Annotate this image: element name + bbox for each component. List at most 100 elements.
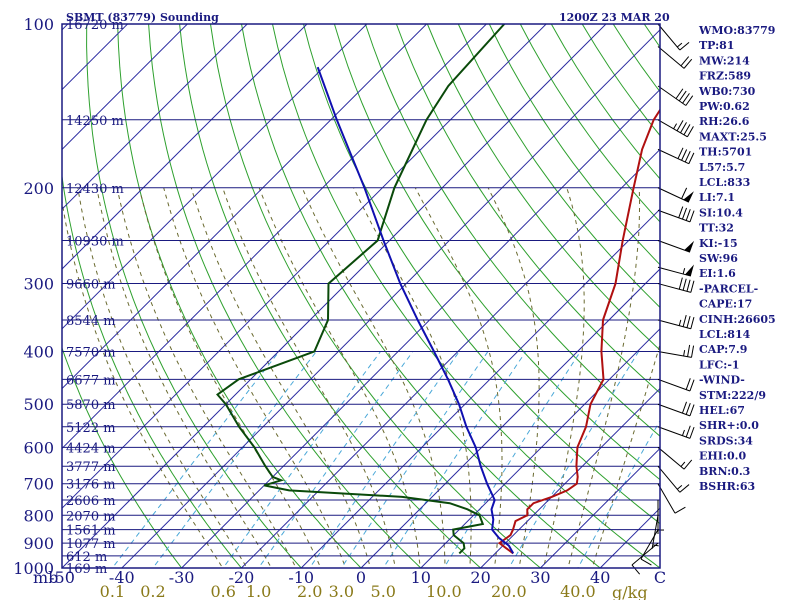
index-entry: MW:214 bbox=[699, 54, 750, 67]
height-label: 3176 m bbox=[66, 478, 116, 493]
wind-barb bbox=[657, 277, 695, 293]
wind-barb bbox=[631, 542, 659, 575]
index-entry: EHI:0.0 bbox=[699, 450, 746, 463]
index-entry: LI:7.1 bbox=[699, 191, 735, 204]
index-entry: L57:5.7 bbox=[699, 161, 745, 174]
wind-barb bbox=[657, 465, 690, 493]
plot-frame bbox=[61, 23, 661, 569]
dry-adiabat-line bbox=[62, 172, 243, 568]
wind-barb bbox=[640, 529, 659, 566]
isotherm-line bbox=[62, 24, 189, 151]
mixing-ratio-line bbox=[111, 351, 280, 568]
index-entry: TT:32 bbox=[699, 222, 734, 235]
temperature-tick-label: -50 bbox=[49, 568, 75, 587]
dry-adiabat-line bbox=[550, 24, 660, 180]
moist-adiabat-line bbox=[353, 187, 472, 568]
mixing-ratio-line bbox=[382, 351, 527, 568]
dry-adiabat-line bbox=[148, 24, 422, 568]
dry-adiabat-line bbox=[272, 24, 660, 568]
wind-barb bbox=[657, 264, 694, 277]
isotherm-line bbox=[540, 447, 660, 568]
height-label: 169 m bbox=[66, 562, 107, 577]
index-entry: BRN:0.3 bbox=[699, 465, 750, 478]
mixing-ratio-line bbox=[152, 351, 317, 568]
dry-adiabat-line bbox=[303, 24, 660, 525]
index-entry: TH:5701 bbox=[699, 146, 752, 159]
index-entry: FRZ:589 bbox=[699, 70, 751, 83]
pressure-tick-label: 700 bbox=[23, 475, 54, 494]
mixing-ratio-tick-label: 2.0 bbox=[297, 582, 322, 600]
index-entry: HEL:67 bbox=[699, 404, 745, 417]
mixing-ratio-unit: g/kg bbox=[612, 583, 648, 600]
wind-barb bbox=[657, 314, 695, 330]
moist-adiabat-line bbox=[591, 342, 660, 568]
pressure-tick-label: 800 bbox=[23, 506, 54, 525]
index-entry: -WIND- bbox=[699, 374, 745, 387]
pressure-tick-label: 600 bbox=[23, 438, 54, 457]
wind-barb bbox=[657, 119, 694, 138]
wind-barb bbox=[657, 85, 694, 106]
index-entry: WB0:730 bbox=[698, 85, 756, 98]
temperature-tick-label: -30 bbox=[169, 568, 195, 587]
mixing-ratio-tick-label: 1.0 bbox=[246, 582, 271, 600]
height-label: 2606 m bbox=[66, 494, 116, 509]
wind-barb bbox=[657, 378, 695, 392]
dry-adiabat-line bbox=[364, 24, 660, 437]
dry-adiabat-line bbox=[457, 24, 660, 309]
height-label: 12430 m bbox=[66, 182, 124, 197]
index-entry: SRDS:34 bbox=[699, 434, 753, 447]
temperature-profile bbox=[497, 108, 660, 555]
wind-barb bbox=[657, 206, 695, 223]
mixing-ratio-line bbox=[257, 351, 414, 568]
index-entry: SW:96 bbox=[699, 252, 738, 265]
wind-barb bbox=[657, 401, 695, 417]
height-label: 2070 m bbox=[66, 509, 116, 524]
mixing-ratio-tick-label: 10.0 bbox=[426, 582, 462, 600]
station-title: SBMT (83779) Sounding bbox=[66, 11, 219, 24]
wind-barb bbox=[657, 425, 695, 439]
dry-adiabat-line bbox=[86, 24, 302, 568]
pressure-tick-label: 300 bbox=[23, 275, 54, 294]
temperature-tick-label: 10 bbox=[411, 568, 431, 587]
x-unit-label: mb bbox=[33, 568, 58, 587]
height-label: 612 m bbox=[66, 550, 107, 565]
moist-adiabat-line bbox=[487, 187, 540, 568]
mixing-ratio-line bbox=[577, 419, 660, 568]
height-label: 14250 m bbox=[66, 114, 124, 129]
temperature-tick-label: -10 bbox=[288, 568, 314, 587]
mixing-ratio-line bbox=[309, 351, 460, 568]
height-label: 5870 m bbox=[66, 398, 116, 413]
wind-barb bbox=[657, 446, 693, 470]
dewpoint-profile bbox=[216, 24, 506, 555]
moist-adiabat-line bbox=[258, 187, 421, 568]
dry-adiabat-line bbox=[62, 346, 183, 568]
wind-barb bbox=[657, 483, 686, 514]
wind-barb bbox=[657, 46, 693, 69]
parcel-profile bbox=[316, 66, 515, 554]
wind-barb bbox=[657, 187, 694, 203]
pressure-tick-label: 900 bbox=[23, 534, 54, 553]
height-label: 7570 m bbox=[66, 346, 116, 361]
height-label: 9660 m bbox=[66, 278, 116, 293]
index-entry: SHR+:0.0 bbox=[699, 419, 759, 432]
isotherm-line bbox=[480, 387, 660, 568]
pressure-tick-label: 200 bbox=[23, 179, 54, 198]
pressure-tick-label: 500 bbox=[23, 395, 54, 414]
mixing-ratio-line bbox=[508, 351, 640, 568]
dry-adiabat-line bbox=[210, 24, 542, 568]
height-label: 1077 m bbox=[66, 537, 116, 552]
height-label: 8544 m bbox=[66, 314, 116, 329]
index-entry: SI:10.4 bbox=[699, 206, 743, 219]
index-entry: CINH:26605 bbox=[699, 313, 776, 326]
index-entry: WMO:83779 bbox=[698, 24, 775, 37]
pressure-tick-label: 100 bbox=[23, 15, 54, 34]
dry-adiabat-line bbox=[117, 24, 362, 568]
height-label: 16720 m bbox=[66, 18, 124, 33]
temperature-tick-label: C bbox=[654, 568, 666, 587]
index-entry: LCL:833 bbox=[699, 176, 750, 189]
temperature-tick-label: -40 bbox=[109, 568, 135, 587]
wind-barb bbox=[657, 500, 664, 535]
index-entry: LFC:-1 bbox=[699, 358, 740, 371]
